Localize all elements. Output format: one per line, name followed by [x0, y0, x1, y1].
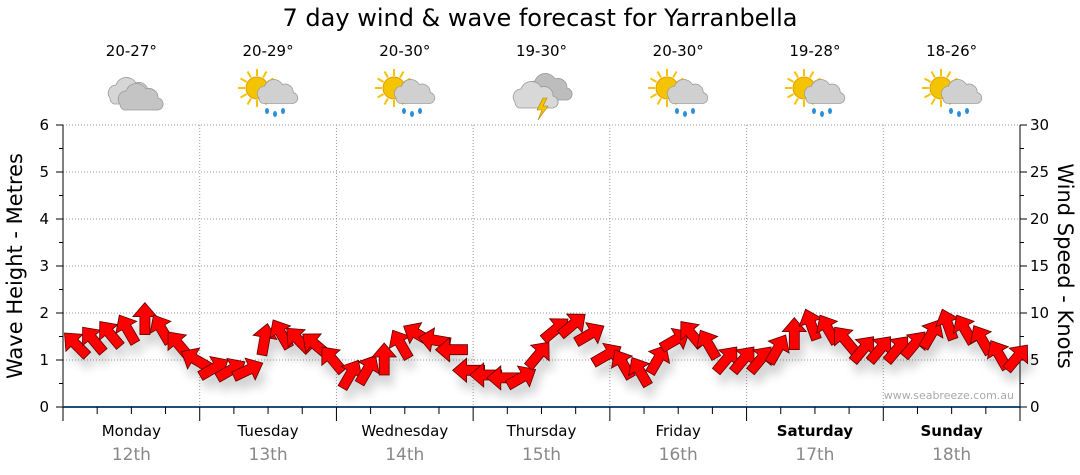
day-label: Monday	[102, 422, 161, 440]
sun-cloud-rain-icon	[235, 68, 305, 120]
sun-cloud-rain-icon	[919, 68, 989, 120]
watermark: www.seabreeze.com.au	[884, 389, 1014, 402]
wind-arrow	[556, 313, 586, 340]
day-label: Tuesday	[237, 422, 299, 440]
wind-arrow	[321, 346, 347, 376]
right-tick-label: 25	[1030, 163, 1049, 181]
wind-arrow	[371, 342, 398, 376]
day-label: Friday	[655, 422, 701, 440]
temperature-range: 20-29°	[242, 42, 294, 60]
date-label: 15th	[522, 445, 561, 465]
thunderstorm-icon	[509, 68, 579, 121]
left-tick-label: 2	[39, 304, 49, 322]
wind-arrow	[1002, 344, 1029, 374]
temperature-range: 19-30°	[515, 42, 568, 60]
wind-arrow	[764, 334, 790, 366]
temperature-range: 19-28°	[789, 42, 841, 60]
wind-arrow	[504, 365, 537, 391]
right-tick-label: 0	[1030, 398, 1040, 416]
date-label: 16th	[659, 445, 698, 465]
left-tick-label: 1	[39, 351, 49, 369]
wind-arrow	[523, 341, 550, 371]
chart-title: 7 day wind & wave forecast for Yarranbel…	[282, 4, 798, 32]
cloudy-icon	[98, 68, 168, 120]
date-label: 18th	[932, 445, 971, 465]
date-label: 14th	[385, 445, 424, 465]
right-tick-label: 15	[1030, 257, 1049, 275]
temperature-range: 18-26°	[926, 42, 978, 60]
right-axis-title: Wind Speed - Knots	[1053, 163, 1077, 368]
sun-cloud-rain-icon	[782, 68, 852, 120]
day-label: Sunday	[920, 422, 983, 440]
right-tick-label: 30	[1030, 116, 1049, 134]
wind-arrow	[696, 329, 722, 362]
right-tick-label: 20	[1030, 210, 1049, 228]
wind-arrow	[354, 355, 380, 387]
temperature-range: 20-27°	[105, 42, 157, 60]
sun-cloud-rain-icon	[372, 68, 442, 120]
wind-arrow	[64, 332, 92, 360]
date-label: 17th	[795, 445, 834, 465]
sun-cloud-rain-icon	[645, 68, 715, 120]
wind-arrow	[115, 314, 141, 346]
temperature-range: 20-30°	[379, 42, 431, 60]
left-tick-label: 5	[39, 163, 49, 181]
wind-arrows	[64, 301, 1029, 392]
day-label: Saturday	[777, 422, 854, 440]
right-tick-label: 5	[1030, 351, 1040, 369]
wind-arrow	[645, 344, 671, 377]
wind-arrow	[628, 356, 653, 389]
left-tick-label: 0	[39, 398, 49, 416]
right-tick-label: 10	[1030, 304, 1049, 322]
wind-arrow	[918, 319, 944, 351]
left-axis-title: Wave Height - Metres	[3, 153, 27, 379]
date-label: 12th	[112, 445, 151, 465]
day-label: Wednesday	[361, 422, 448, 440]
left-tick-label: 3	[39, 257, 49, 275]
left-tick-label: 6	[39, 116, 49, 134]
wind-arrow	[573, 322, 605, 347]
wind-arrow	[231, 357, 264, 382]
wind-arrow	[434, 336, 468, 363]
temperature-range: 20-30°	[652, 42, 704, 60]
wind-arrow	[899, 331, 926, 361]
left-tick-label: 4	[39, 210, 49, 228]
day-label: Thursday	[506, 422, 577, 440]
wind-arrow	[746, 346, 772, 376]
date-label: 13th	[249, 445, 288, 465]
